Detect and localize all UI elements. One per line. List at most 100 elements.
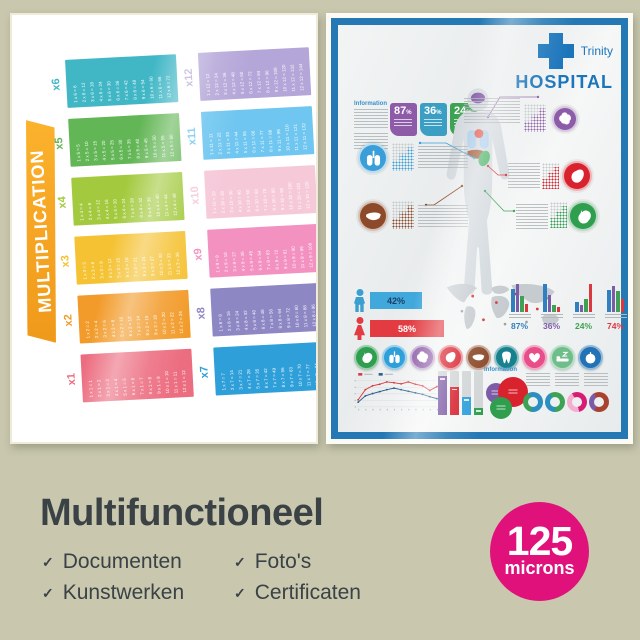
mult-equation: 12 x 3 = 36	[174, 252, 181, 275]
mult-equation: 3 x 6 = 18	[89, 82, 96, 103]
mult-equation: 11 x 9 = 99	[299, 246, 306, 269]
mult-equation: 1 x 4 = 4	[78, 203, 85, 221]
icon-liver	[466, 345, 491, 370]
stat-square: 36%	[420, 103, 447, 136]
mult-equation: 11 x 12 = 132	[289, 64, 297, 92]
mult-equation: 3 x 7 = 21	[237, 369, 244, 390]
callout-chart	[542, 163, 559, 189]
placeholder-text	[354, 109, 388, 129]
feature-label: Kunstwerken	[62, 581, 185, 604]
feature-item: ✓ Foto's	[234, 550, 361, 574]
mult-equation: 3 x 5 = 15	[92, 140, 99, 162]
mult-equation: 1 x 2 = 2	[84, 321, 91, 339]
callout-circle-heart-organ	[562, 161, 592, 191]
mult-equation: 6 x 8 = 48	[259, 309, 266, 330]
mult-equation: 2 x 5 = 10	[83, 141, 90, 162]
bar-group-label: 74%	[606, 321, 624, 331]
mult-equation: 11 x 11 = 121	[292, 123, 300, 151]
bar-group: 87%	[506, 282, 533, 331]
icon-tooth	[494, 345, 519, 370]
mult-equation: 4 x 4 = 16	[103, 199, 110, 220]
donut-chart	[567, 392, 587, 412]
callout-circle-brain	[552, 106, 578, 132]
callout-text	[418, 205, 468, 229]
mult-equation: 11 x 3 = 33	[166, 253, 173, 276]
mult-equation: 2 x 2 = 4	[93, 320, 100, 339]
bar	[575, 302, 579, 312]
mult-equation: 1 x 9 = 9	[214, 255, 221, 273]
mult-table-label: x7	[198, 365, 211, 379]
mult-equation: 8 x 11 = 88	[267, 129, 274, 152]
mult-equation: 6 x 3 = 18	[123, 257, 131, 278]
bar	[588, 283, 592, 312]
mult-equation: 10 x 3 = 30	[157, 253, 164, 276]
mult-equation: 5 x 5 = 25	[109, 140, 116, 161]
mult-equation: 12 x 7 = 84	[313, 363, 318, 386]
placeholder-text	[555, 373, 579, 386]
badge-value: 125	[506, 517, 573, 564]
callout-circle-stomach	[568, 201, 598, 231]
mult-equation: 3 x 2 = 6	[101, 320, 108, 338]
mult-equation: 10 x 1 = 10	[163, 371, 171, 394]
icon-sleep	[550, 345, 575, 370]
mult-table-block: 1 x 11 = 11 2 x 11 = 22 3 x 11 = 33 4 x 11 …	[200, 106, 315, 160]
bar-group: 36%	[538, 282, 565, 331]
mult-equation: 4 x 3 = 12	[106, 258, 114, 279]
mult-equation: 3 x 12 = 36	[221, 72, 229, 96]
mult-equation: 4 x 7 = 28	[245, 369, 253, 390]
placeholder-text	[540, 314, 563, 320]
mult-table-label: x3	[59, 254, 72, 268]
gender-statistics: 42% 58%	[354, 289, 444, 340]
bar	[579, 305, 583, 312]
hospital-brand-row: Trinity	[537, 33, 613, 69]
mult-table-label: x4	[56, 195, 69, 209]
callout-text	[508, 163, 540, 189]
apple-icon	[585, 352, 596, 364]
callout-circle-lungs	[358, 143, 388, 173]
mult-equation: 11 x 1 = 11	[172, 371, 179, 394]
mult-equation: 8 x 6 = 48	[131, 79, 138, 100]
mult-equation: 3 x 9 = 27	[231, 251, 238, 272]
mult-equation: 11 x 6 = 66	[157, 76, 164, 99]
mult-equation: 2 x 4 = 8	[87, 202, 93, 221]
mult-equation: 10 x 9 = 90	[290, 246, 297, 269]
mult-equation: 2 x 11 = 22	[216, 132, 223, 155]
mult-equation: 1 x 12 = 12	[204, 73, 212, 97]
bar	[524, 303, 528, 312]
mult-equation: 12 x 8 = 96	[310, 304, 317, 327]
mult-equation: 10 x 8 = 80	[293, 305, 300, 328]
mult-equation: 11 x 10 = 110	[295, 182, 303, 210]
lungs-icon	[366, 150, 380, 166]
mult-table-x10: x10 1 x 10 = 10 2 x 10 = 20 3 x 10 = 30 4 x …	[188, 165, 316, 220]
brain-icon	[559, 112, 571, 125]
bar	[543, 283, 547, 312]
mult-equation: 1 x 7 = 7	[220, 373, 227, 391]
mult-equation: 12 x 5 = 60	[168, 134, 175, 158]
feature-label: Foto's	[254, 550, 312, 573]
mult-equation: 2 x 10 = 20	[219, 190, 226, 214]
mult-equation: 9 x 6 = 54	[140, 79, 147, 100]
stomach-icon	[577, 208, 591, 224]
placeholder-text	[572, 314, 595, 320]
sleep-icon	[556, 351, 569, 362]
mult-equation: 8 x 4 = 32	[137, 197, 144, 218]
mult-equation: 11 x 8 = 88	[302, 305, 309, 328]
mult-equation: 7 x 12 = 84	[255, 70, 263, 94]
placeholder-text	[394, 119, 412, 128]
mult-equation: 11 x 2 = 22	[169, 312, 176, 335]
bar	[607, 289, 611, 312]
mult-equation: 9 x 1 = 9	[155, 376, 162, 395]
mult-equation: 1 x 6 = 6	[72, 85, 79, 104]
mult-table-x12: x12 1 x 12 = 12 2 x 12 = 24 3 x 12 = 36 4 x …	[182, 47, 312, 102]
